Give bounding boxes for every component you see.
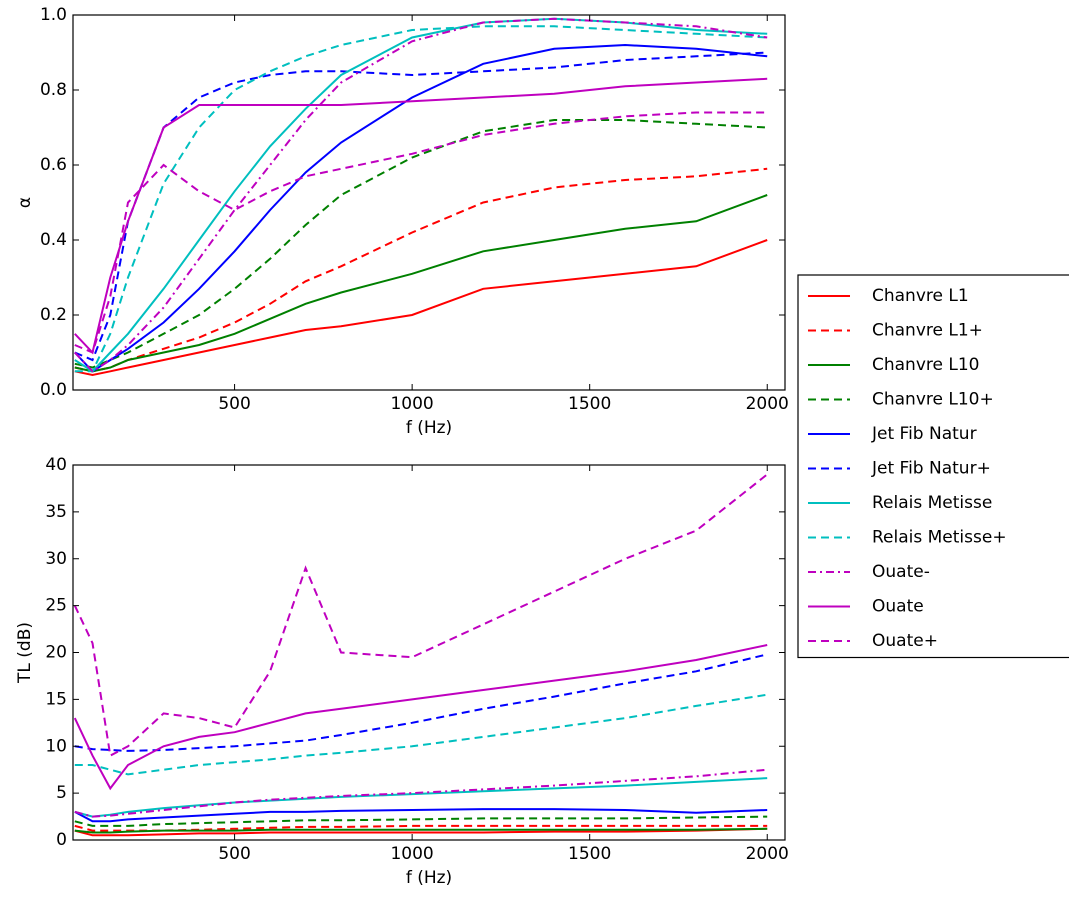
series-line [74, 827, 768, 837]
legend-label: Chanvre L10 [872, 355, 979, 375]
legend-label: Ouate- [872, 562, 930, 582]
legend-label: Ouate [872, 597, 924, 617]
x-tick-label: 2000 [746, 844, 789, 864]
y-axis-label: TL (dB) [15, 622, 35, 684]
series-line [74, 111, 768, 354]
x-tick-label: 1500 [568, 844, 611, 864]
series-line [74, 653, 768, 752]
legend-box [797, 274, 1069, 659]
x-axis-label: f (Hz) [406, 418, 452, 438]
legend-label: Chanvre L1 [872, 286, 969, 306]
y-tick-label: 0.4 [40, 230, 67, 250]
y-tick-label: 40 [45, 455, 67, 475]
axes-frame [72, 14, 786, 391]
legend-label: Relais Metisse [872, 493, 992, 513]
plot-area [74, 17, 768, 377]
y-axis-label: α [15, 197, 35, 208]
x-tick-label: 500 [218, 844, 250, 864]
legend-label: Jet Fib Natur [871, 424, 977, 444]
series-line [74, 768, 768, 818]
y-tick-label: 1.0 [40, 5, 67, 25]
legend-label: Relais Metisse+ [872, 528, 1007, 548]
series-line [73, 473, 768, 758]
x-axis-label: f (Hz) [406, 868, 452, 888]
series-line [74, 808, 768, 823]
x-tick-label: 1500 [568, 394, 611, 414]
y-tick-label: 15 [45, 689, 67, 709]
y-tick-label: 25 [45, 596, 67, 616]
series-line [74, 824, 768, 832]
legend-label: Chanvre L10+ [872, 390, 994, 410]
y-tick-label: 30 [45, 549, 67, 569]
y-tick-label: 0.2 [40, 305, 67, 325]
series-line [74, 119, 768, 369]
series-line [74, 194, 768, 373]
legend-label: Ouate+ [872, 631, 938, 651]
y-tick-label: 0 [56, 830, 67, 850]
y-tick-label: 10 [45, 736, 67, 756]
series-line [74, 17, 768, 373]
series-line [74, 17, 768, 373]
series-line [74, 693, 768, 776]
series-line [74, 815, 768, 827]
series-line [73, 644, 768, 791]
y-tick-label: 0.6 [40, 155, 67, 175]
series-line [74, 239, 768, 377]
x-tick-label: 500 [218, 394, 250, 414]
y-tick-label: 0.0 [40, 380, 67, 400]
series-line [74, 827, 768, 834]
plot-area [73, 473, 768, 837]
y-tick-label: 0.8 [40, 80, 67, 100]
legend-label: Chanvre L1+ [872, 321, 983, 341]
series-line [74, 777, 768, 818]
series-line [74, 43, 768, 373]
y-tick-label: 35 [45, 502, 67, 522]
x-tick-label: 1000 [390, 394, 433, 414]
x-tick-label: 2000 [746, 394, 789, 414]
legend-label: Jet Fib Natur+ [871, 459, 991, 479]
series-line [74, 77, 768, 355]
y-tick-label: 5 [56, 783, 67, 803]
series-line [74, 51, 768, 362]
series-line [74, 25, 768, 373]
y-tick-label: 20 [45, 643, 67, 663]
x-tick-label: 1000 [390, 844, 433, 864]
